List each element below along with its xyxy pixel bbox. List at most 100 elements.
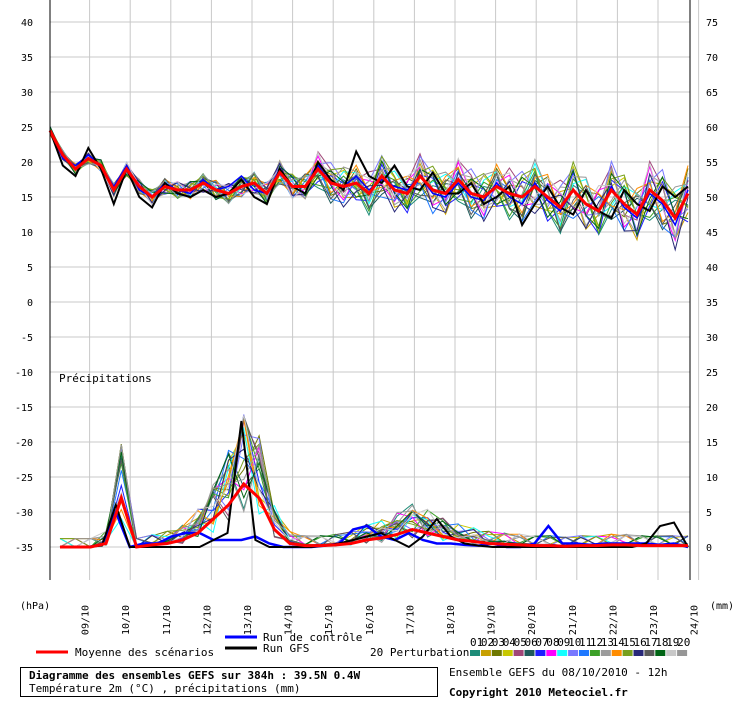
perturbation-number: 05 [514, 636, 527, 649]
left-tick-label: 25 [21, 123, 33, 134]
x-tick-label: 11/10 [162, 605, 173, 635]
right-axis-unit: (mm) [710, 601, 734, 612]
caption-title: Diagramme des ensembles GEFS sur 384h : … [29, 669, 361, 682]
perturbation-number: 08 [546, 636, 559, 649]
ensemble-run-label: Ensemble GEFS du 08/10/2010 - 12h [449, 666, 668, 679]
temperature-perturbation-line [49, 133, 689, 232]
precip-mean-line [60, 481, 688, 549]
left-tick-label: -10 [15, 368, 33, 379]
perturbation-swatch [611, 650, 622, 656]
x-tick-label: 21/10 [568, 605, 579, 635]
x-axis-ticks: 09/10 10/10 11/10 12/10 13/10 14/10 15/10 16/10… [81, 605, 701, 635]
chart-caption: Diagramme des ensembles GEFS sur 384h : … [20, 667, 438, 697]
perturbation-number: 09 [557, 636, 570, 649]
left-tick-label: -35 [15, 543, 33, 554]
perturbation-number: 03 [492, 636, 505, 649]
temperature-perturbation-line [49, 130, 689, 236]
left-tick-label: -30 [15, 508, 33, 519]
perturbation-swatch [568, 650, 579, 656]
right-tick-label: 35 [706, 298, 718, 309]
perturbation-swatch [655, 650, 666, 656]
x-tick-label: 24/10 [690, 605, 701, 635]
perturbation-swatch [677, 650, 688, 656]
perturbation-number: 15 [623, 636, 636, 649]
perturbation-number: 06 [525, 636, 538, 649]
x-tick-label: 22/10 [608, 605, 619, 635]
right-tick-label: 20 [706, 403, 718, 414]
perturbation-number: 02 [481, 636, 494, 649]
temperature-perturbation-line [49, 132, 689, 237]
perturbation-swatch [589, 650, 600, 656]
main-run-lines [48, 129, 690, 549]
left-tick-label: -25 [15, 473, 33, 484]
x-tick-label: 15/10 [324, 605, 335, 635]
perturbation-swatch [470, 650, 480, 656]
perturbation-number: 13 [601, 636, 614, 649]
perturbation-number: 11 [579, 636, 592, 649]
perturbation-swatch [535, 650, 546, 656]
left-tick-label: 15 [21, 193, 33, 204]
left-tick-label: -5 [21, 333, 33, 344]
temperature-perturbation-line [49, 129, 689, 238]
x-tick-label: 10/10 [121, 605, 132, 635]
legend: Moyenne des scénarios Run de contrôle Ru… [36, 631, 690, 659]
left-tick-label: 0 [27, 298, 33, 309]
perturbation-swatch [513, 650, 524, 656]
x-tick-label: 18/10 [446, 605, 457, 635]
left-tick-label: 5 [27, 263, 33, 274]
perturbation-swatch [524, 650, 535, 656]
right-tick-label: 45 [706, 228, 718, 239]
right-tick-label: 50 [706, 193, 718, 204]
perturbation-number: 07 [535, 636, 548, 649]
x-tick-label: 12/10 [202, 605, 213, 635]
right-tick-label: 10 [706, 473, 718, 484]
perturbation-number: 17 [644, 636, 657, 649]
chart-grid [50, 0, 700, 580]
perturbation-number: 19 [666, 636, 679, 649]
perturbation-swatch [633, 650, 644, 656]
x-tick-label: 20/10 [527, 605, 538, 635]
right-tick-label: 0 [706, 543, 712, 554]
caption-subtitle: Température 2m (°C) , précipitations (mm… [29, 682, 301, 695]
perturbation-swatch [491, 650, 502, 656]
perturbation-swatch [579, 650, 589, 656]
perturbation-number: 16 [634, 636, 647, 649]
left-tick-label: 30 [21, 88, 33, 99]
perturbation-swatch [480, 650, 491, 656]
right-tick-label: 65 [706, 88, 718, 99]
left-axis-unit: (hPa) [20, 601, 50, 612]
perturbation-swatch [546, 650, 557, 656]
right-tick-label: 15 [706, 438, 718, 449]
legend-perturbations-label: 20 Perturbations [370, 646, 476, 659]
x-tick-label: 23/10 [649, 605, 660, 635]
x-tick-label: 14/10 [284, 605, 295, 635]
x-tick-label: 17/10 [405, 605, 416, 635]
right-tick-label: 70 [706, 53, 718, 64]
source-info: Ensemble GEFS du 08/10/2010 - 12h Copyri… [449, 663, 739, 703]
perturbation-swatch [502, 650, 513, 656]
x-tick-label: 09/10 [81, 605, 92, 635]
right-tick-label: 25 [706, 368, 718, 379]
left-axis-ticks: 40 35 30 25 20 15 10 5 0 -5 -10 -15 -20 -25 -30 -35 [15, 18, 33, 554]
perturbation-number: 10 [568, 636, 581, 649]
perturbation-swatch [622, 650, 633, 656]
perturbation-swatch [666, 650, 677, 656]
precip-label: Précipitations [59, 372, 152, 385]
temperature-perturbation-line [49, 131, 689, 223]
perturbation-number: 12 [590, 636, 603, 649]
legend-mean-label: Moyenne des scénarios [75, 646, 214, 659]
perturbation-number: 20 [677, 636, 690, 649]
left-tick-label: -20 [15, 438, 33, 449]
perturbation-swatch [644, 650, 655, 656]
left-tick-label: 20 [21, 158, 33, 169]
left-tick-label: 40 [21, 18, 33, 29]
right-tick-label: 40 [706, 263, 718, 274]
chart-axes [49, 0, 691, 580]
legend-gfs-label: Run GFS [263, 642, 309, 655]
perturbation-number: 14 [612, 636, 626, 649]
right-tick-label: 5 [706, 508, 712, 519]
right-tick-label: 75 [706, 18, 718, 29]
